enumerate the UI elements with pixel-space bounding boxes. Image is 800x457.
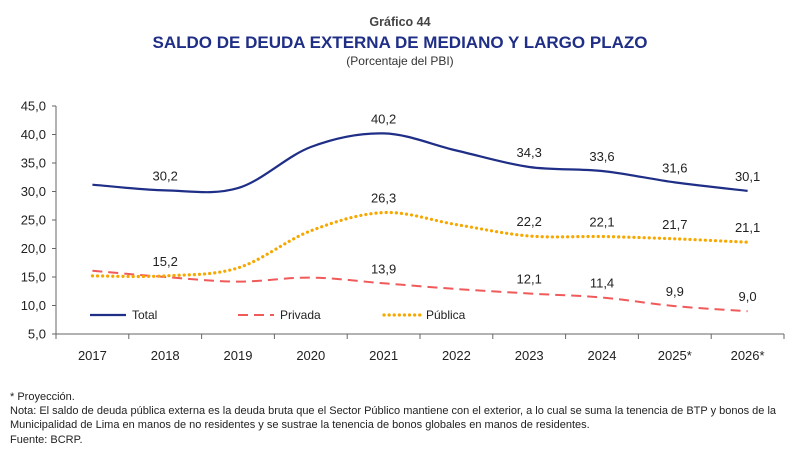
- data-label: 30,1: [735, 169, 760, 184]
- x-tick-label: 2021: [369, 348, 398, 363]
- line-chart: Gráfico 44 SALDO DE DEUDA EXTERNA DE MED…: [21, 15, 785, 363]
- x-tick-label: 2022: [442, 348, 471, 363]
- y-tick-label: 25,0: [21, 213, 46, 228]
- x-axis-ticks: 2017 2018 2019 2020 2021 2022 2023 2024 2025* 202…: [55, 334, 785, 363]
- data-label: 26,3: [371, 191, 396, 206]
- legend-label-pública: Pública: [426, 308, 466, 322]
- x-tick-label: 2020: [296, 348, 325, 363]
- y-tick-label: 35,0: [21, 156, 46, 171]
- legend: Total Privada Pública: [90, 308, 466, 322]
- data-label: 34,3: [517, 145, 542, 160]
- y-tick-label: 10,0: [21, 298, 46, 313]
- x-tick-label: 2026*: [731, 348, 765, 363]
- data-label: 21,7: [662, 217, 687, 232]
- y-tick-label: 15,0: [21, 270, 46, 285]
- chart-kicker: Gráfico 44: [369, 15, 430, 29]
- data-label: 15,2: [153, 254, 178, 269]
- source-note: Fuente: BCRP.: [10, 433, 83, 446]
- x-tick-label: 2024: [588, 348, 617, 363]
- x-tick-label: 2018: [151, 348, 180, 363]
- x-tick-label: 2017: [78, 348, 107, 363]
- projection-note: * Proyección.: [10, 391, 75, 403]
- series-lines: [90, 132, 750, 313]
- data-label: 30,2: [153, 168, 178, 183]
- data-label: 33,6: [589, 149, 614, 164]
- data-label: 13,9: [371, 261, 396, 276]
- y-tick-label: 30,0: [21, 184, 46, 199]
- footnotes: * Proyección. Nota: El saldo de deuda pú…: [10, 390, 795, 447]
- y-tick-label: 5,0: [28, 327, 46, 342]
- x-tick-label: 2019: [224, 348, 253, 363]
- x-tick-label: 2025*: [658, 348, 692, 363]
- data-label: 12,1: [517, 272, 542, 287]
- chart-title: SALDO DE DEUDA EXTERNA DE MEDIANO Y LARG…: [153, 33, 648, 52]
- y-axis-ticks: 5,0 10,0 15,0 20,0 25,0 30,0 35,0 40,0 45,0: [21, 99, 56, 342]
- series-line-pública: [90, 210, 750, 279]
- data-label: 11,4: [590, 276, 614, 291]
- data-label: 9,0: [739, 289, 757, 304]
- data-label: 22,2: [517, 214, 542, 229]
- data-label: 9,9: [666, 284, 684, 299]
- y-tick-label: 45,0: [21, 99, 46, 114]
- data-label: 22,1: [589, 215, 614, 230]
- data-labels: 30,2 40,2 34,3 33,6 31,6 30,1 13,9 12,1 11,4 9,9 9…: [153, 111, 761, 304]
- legend-label-total: Total: [132, 308, 157, 322]
- chart-subtitle: (Porcentaje del PBI): [346, 54, 453, 68]
- y-tick-label: 20,0: [21, 241, 46, 256]
- series-line-privada: [92, 269, 748, 313]
- x-tick-label: 2023: [515, 348, 544, 363]
- legend-label-privada: Privada: [280, 308, 321, 322]
- data-label: 21,1: [735, 220, 760, 235]
- data-label: 31,6: [662, 160, 687, 175]
- series-line-total: [92, 132, 748, 194]
- y-tick-label: 40,0: [21, 127, 46, 142]
- data-label: 40,2: [371, 111, 396, 126]
- explanatory-note: Nota: El saldo de deuda pública externa …: [10, 405, 777, 432]
